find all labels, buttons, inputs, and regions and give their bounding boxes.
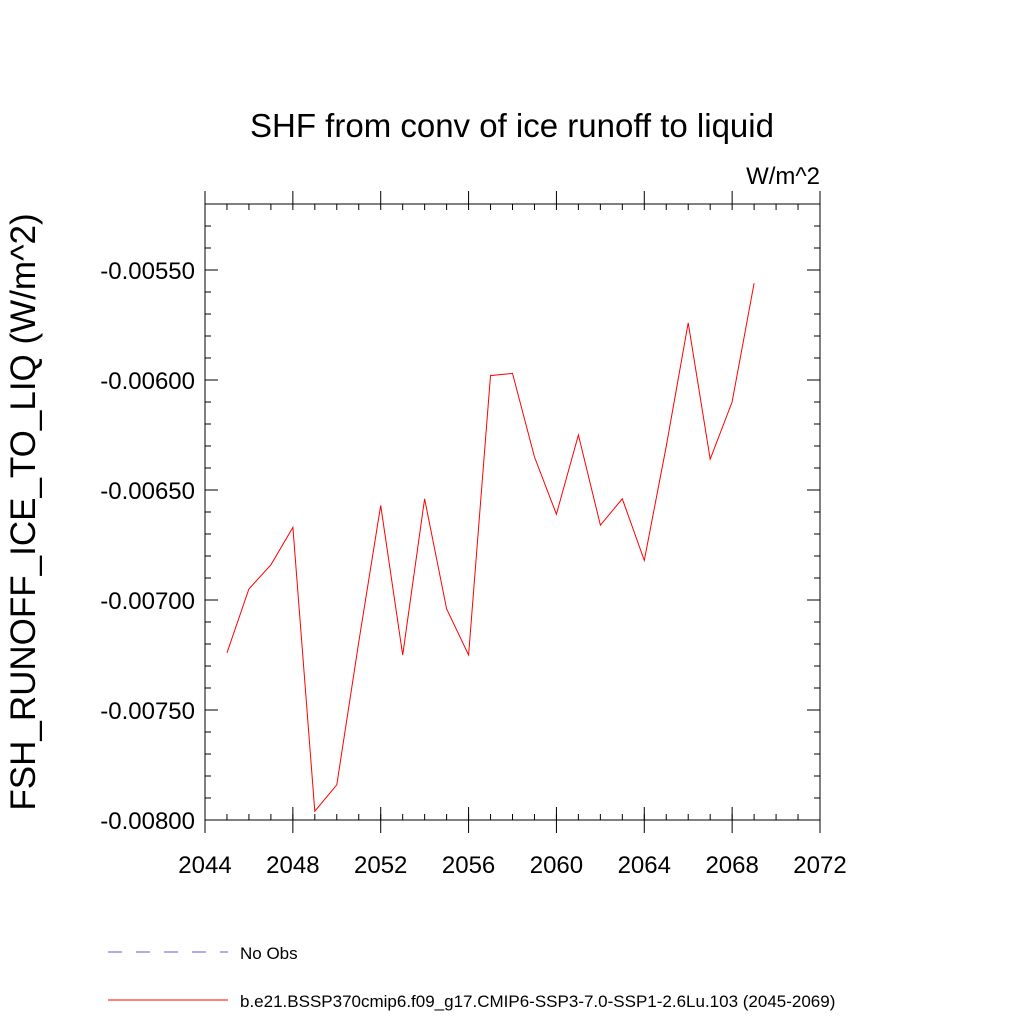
- y-axis-label: FSH_RUNOFF_ICE_TO_LIQ (W/m^2): [4, 213, 43, 810]
- legend-label: b.e21.BSSP370cmip6.f09_g17.CMIP6-SSP3-7.…: [240, 992, 835, 1011]
- units-label: W/m^2: [746, 163, 820, 190]
- x-tick-label: 2060: [530, 852, 583, 879]
- x-tick-label: 2056: [442, 852, 495, 879]
- x-tick-label: 2072: [793, 852, 846, 879]
- plot-frame: [204, 203, 821, 821]
- series-line: [226, 283, 755, 813]
- x-tick-label: 2064: [618, 852, 671, 879]
- x-axis-ticks: 2044 2048 2052 2056 2060 2064 2068 2072: [178, 191, 847, 879]
- series-layer: [226, 283, 755, 813]
- x-tick-label: 2068: [705, 852, 758, 879]
- y-tick-label: -0.00800: [100, 808, 195, 835]
- y-tick-label: -0.00650: [100, 478, 195, 505]
- chart-title: SHF from conv of ice runoff to liquid: [250, 107, 774, 144]
- legend-label: No Obs: [240, 944, 298, 963]
- y-axis-ticks: -0.00800 -0.00750 -0.00700 -0.00650 -0.00600…: [100, 203, 820, 835]
- x-tick-label: 2048: [266, 852, 319, 879]
- x-tick-label: 2044: [178, 852, 231, 879]
- y-tick-label: -0.00700: [100, 588, 195, 615]
- legend: No Obs b.e21.BSSP370cmip6.f09_g17.CMIP6-S…: [108, 944, 835, 1011]
- x-tick-label: 2052: [354, 852, 407, 879]
- y-tick-label: -0.00600: [100, 368, 195, 395]
- y-tick-label: -0.00550: [100, 258, 195, 285]
- y-tick-label: -0.00750: [100, 698, 195, 725]
